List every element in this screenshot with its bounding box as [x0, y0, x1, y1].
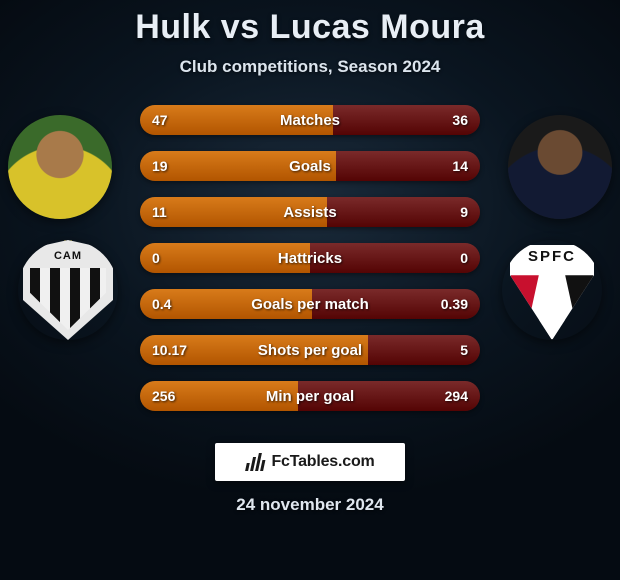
- stat-row: 10.17Shots per goal5: [140, 335, 480, 365]
- bar-chart-icon: [244, 453, 268, 471]
- player-left-photo: [8, 115, 112, 219]
- stat-value-right: 0: [460, 243, 468, 273]
- stat-value-right: 9: [460, 197, 468, 227]
- stat-label: Shots per goal: [140, 335, 480, 365]
- club-left-logo: [18, 240, 118, 340]
- stat-row: 11Assists9: [140, 197, 480, 227]
- snapshot-date: 24 november 2024: [0, 495, 620, 515]
- stat-label: Assists: [140, 197, 480, 227]
- shield-icon: [18, 240, 118, 340]
- comparison-card: Hulk vs Lucas Moura Club competitions, S…: [0, 0, 620, 580]
- shield-icon: [502, 240, 602, 340]
- brand-text: FcTables.com: [271, 453, 374, 471]
- stat-row: 19Goals14: [140, 151, 480, 181]
- stat-value-right: 14: [452, 151, 468, 181]
- stat-label: Min per goal: [140, 381, 480, 411]
- page-title: Hulk vs Lucas Moura: [0, 0, 620, 47]
- stat-row: 256Min per goal294: [140, 381, 480, 411]
- stat-row: 0.4Goals per match0.39: [140, 289, 480, 319]
- player-right-photo: [508, 115, 612, 219]
- stat-value-right: 294: [445, 381, 468, 411]
- stat-label: Goals: [140, 151, 480, 181]
- stat-label: Hattricks: [140, 243, 480, 273]
- stat-label: Matches: [140, 105, 480, 135]
- page-subtitle: Club competitions, Season 2024: [0, 57, 620, 77]
- stat-row: 47Matches36: [140, 105, 480, 135]
- brand-badge: FcTables.com: [215, 443, 405, 481]
- club-right-logo: [502, 240, 602, 340]
- avatar-placeholder-icon: [508, 115, 612, 219]
- stat-bars: 47Matches36 19Goals14 11Assists9 0Hattricks…: [140, 105, 480, 427]
- stat-value-right: 5: [460, 335, 468, 365]
- comparison-arena: 47Matches36 19Goals14 11Assists9 0Hattricks…: [0, 105, 620, 425]
- avatar-placeholder-icon: [8, 115, 112, 219]
- stat-value-right: 36: [452, 105, 468, 135]
- stat-label: Goals per match: [140, 289, 480, 319]
- stat-row: 0Hattricks0: [140, 243, 480, 273]
- stat-value-right: 0.39: [441, 289, 468, 319]
